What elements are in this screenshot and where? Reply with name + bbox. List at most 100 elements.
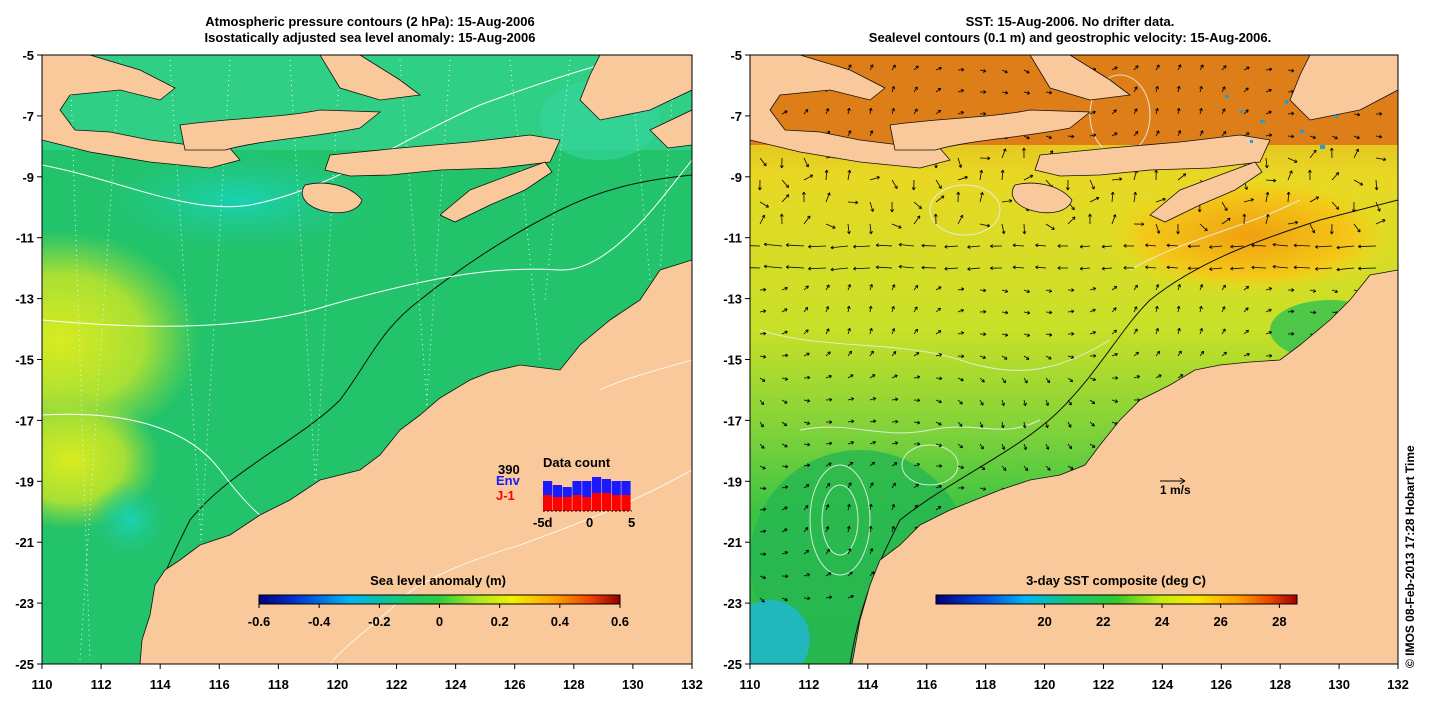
- velocity-arrow-head: [1057, 266, 1061, 270]
- velocity-arrow-head: [1221, 306, 1226, 310]
- velocity-arrow-head: [938, 66, 942, 71]
- velocity-arrow: [944, 245, 959, 248]
- velocity-arrow: [935, 109, 941, 115]
- velocity-arrow: [759, 399, 765, 405]
- velocity-arrow-head: [960, 331, 965, 335]
- velocity-arrow: [1089, 399, 1095, 404]
- velocity-arrow-head: [967, 267, 971, 271]
- velocity-arrow: [1045, 333, 1052, 336]
- velocity-arrow-head: [847, 548, 852, 552]
- velocity-arrow-head: [1176, 305, 1181, 310]
- velocity-arrow: [781, 486, 788, 489]
- velocity-arrow-head: [826, 328, 830, 332]
- sst-land-sumba: [1011, 182, 1073, 214]
- velocity-arrow: [1045, 465, 1051, 471]
- velocity-arrow-head: [1379, 112, 1383, 116]
- velocity-arrow-head: [1095, 196, 1100, 201]
- velocity-arrow-head: [779, 213, 784, 217]
- velocity-arrow-head: [1026, 70, 1030, 74]
- sst-bathymetry-contour: [849, 199, 1398, 664]
- velocity-arrow-head: [828, 374, 832, 379]
- velocity-arrow-head: [1356, 112, 1361, 117]
- velocity-arrow-head: [1049, 90, 1053, 95]
- velocity-arrow: [781, 287, 788, 291]
- velocity-arrow: [1221, 351, 1227, 357]
- sla-colorbar-tick-label: -0.6: [248, 614, 270, 629]
- velocity-arrow-head: [876, 176, 880, 180]
- sla-colorbar-bar: [258, 594, 621, 605]
- velocity-arrow-head: [1268, 88, 1272, 93]
- velocity-arrow: [891, 398, 898, 401]
- velocity-arrow: [1166, 266, 1179, 269]
- velocity-arrow-head: [1199, 284, 1204, 288]
- velocity-arrow: [1067, 355, 1074, 359]
- velocity-arrow: [1133, 351, 1139, 357]
- velocity-arrow: [869, 350, 874, 357]
- right-title-line1: SST: 15-Aug-2006. No drifter data.: [965, 14, 1175, 29]
- velocity-arrow: [1001, 148, 1006, 159]
- land-timor: [439, 161, 553, 223]
- velocity-arrow: [1023, 333, 1030, 337]
- data-count-j1-label: J-1: [496, 488, 515, 503]
- velocity-arrow-head: [1091, 400, 1096, 405]
- velocity-arrow-head: [761, 214, 766, 219]
- velocity-arrow-head: [762, 507, 767, 512]
- velocity-arrow-head: [869, 284, 873, 288]
- velocity-arrow-head: [1273, 178, 1277, 183]
- velocity-arrow: [913, 352, 920, 357]
- velocity-arrow-head: [938, 286, 942, 290]
- velocity-arrow: [803, 109, 809, 115]
- velocity-arrow-head: [1092, 308, 1096, 313]
- velocity-arrow-head: [1200, 64, 1204, 68]
- velocity-arrow-head: [1049, 310, 1053, 315]
- velocity-arrow-head: [1026, 135, 1030, 140]
- right-lat-tick-label: -19: [723, 474, 742, 489]
- velocity-arrow: [957, 176, 968, 181]
- velocity-arrow: [1293, 244, 1311, 247]
- velocity-arrow: [1353, 135, 1360, 139]
- left-lon-tick-label: 118: [268, 677, 289, 692]
- velocity-arrow-head: [868, 503, 873, 508]
- velocity-arrow: [781, 110, 788, 115]
- velocity-arrow: [1243, 307, 1249, 313]
- left-lat-tick-label: -7: [22, 109, 34, 124]
- velocity-arrow-head: [1291, 134, 1295, 139]
- velocity-arrow-head: [1135, 65, 1139, 69]
- velocity-arrow-head: [1166, 265, 1170, 270]
- velocity-arrow: [759, 310, 766, 313]
- velocity-arrow-head: [894, 397, 899, 402]
- velocity-arrow-head: [1265, 213, 1270, 218]
- velocity-arrow: [1001, 421, 1004, 428]
- velocity-arrow: [891, 284, 895, 291]
- velocity-arrow: [759, 421, 764, 428]
- velocity-arrow: [1089, 287, 1096, 291]
- velocity-arrow: [1309, 311, 1317, 314]
- velocity-arrow-head: [921, 265, 925, 270]
- velocity-arrow-head: [959, 214, 964, 219]
- velocity-arrow: [869, 374, 876, 379]
- velocity-arrow-head: [850, 594, 854, 599]
- velocity-arrow: [1230, 245, 1245, 248]
- velocity-arrow-head: [1264, 165, 1269, 169]
- velocity-arrow-head: [848, 350, 852, 355]
- velocity-arrow-head: [914, 86, 918, 91]
- velocity-arrow-head: [1101, 244, 1105, 249]
- velocity-arrow-head: [1209, 245, 1213, 249]
- velocity-arrow: [803, 215, 811, 225]
- velocity-arrow-head: [959, 423, 963, 427]
- velocity-arrow: [1001, 377, 1006, 384]
- velocity-arrow-head: [960, 377, 964, 382]
- velocity-arrow-head: [1112, 214, 1117, 218]
- sla-low-southwest: [90, 480, 170, 560]
- velocity-arrow-head: [1199, 85, 1203, 90]
- velocity-arrow-head: [762, 466, 766, 470]
- velocity-arrow-head: [1155, 328, 1160, 332]
- velocity-arrow: [781, 506, 788, 511]
- velocity-arrow: [847, 441, 854, 445]
- velocity-arrow-head: [742, 266, 745, 269]
- velocity-arrow: [1309, 135, 1316, 139]
- velocity-arrow-head: [944, 266, 948, 271]
- histogram-bar-j1: [582, 497, 592, 511]
- velocity-arrow-head: [828, 462, 832, 466]
- velocity-arrow-head: [762, 529, 767, 534]
